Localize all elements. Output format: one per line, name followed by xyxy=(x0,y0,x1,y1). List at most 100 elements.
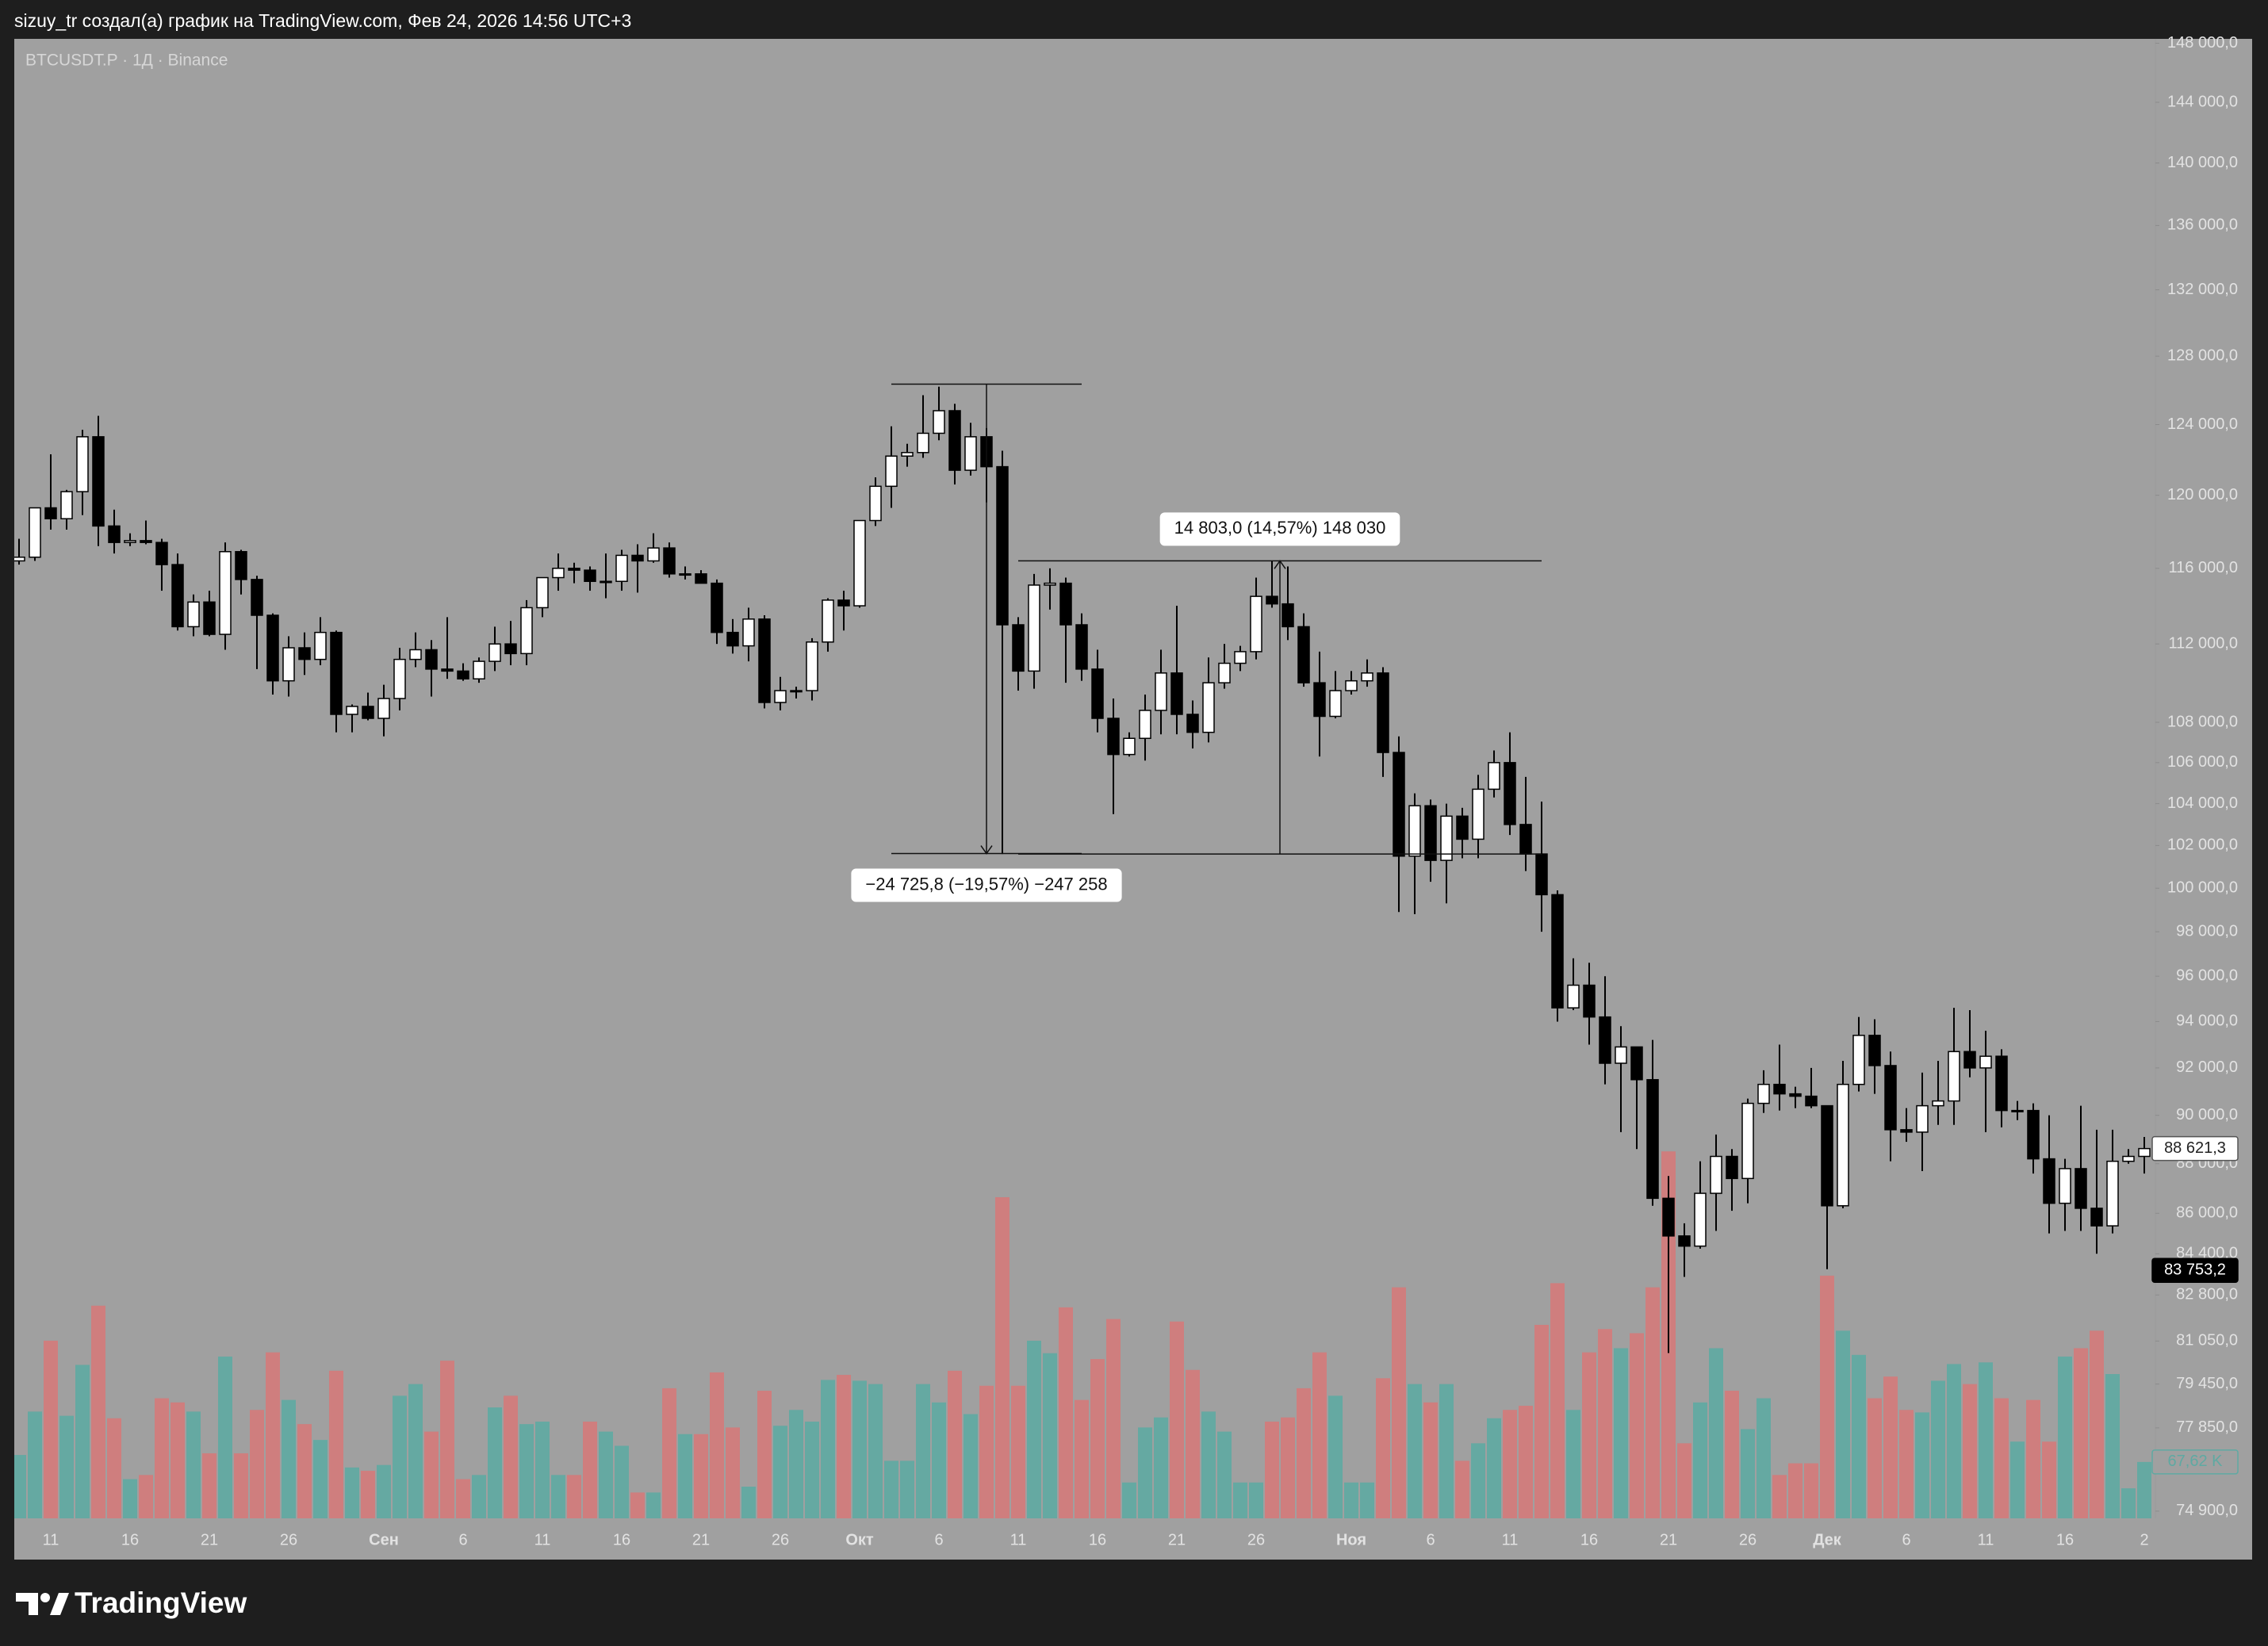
volume-bar xyxy=(1075,1399,1089,1518)
volume-bar xyxy=(1757,1398,1771,1518)
volume-bar xyxy=(1090,1359,1105,1518)
volume-bar xyxy=(1534,1324,1549,1518)
candle-body xyxy=(1091,668,1104,719)
volume-bar xyxy=(1439,1384,1454,1518)
y-tick-label: 128 000,0 xyxy=(2167,346,2238,364)
volume-bar xyxy=(1281,1417,1295,1518)
volume-bar xyxy=(123,1479,137,1518)
x-tick-label: 2 xyxy=(2140,1531,2148,1548)
candle-body xyxy=(298,647,311,660)
x-tick-label: 11 xyxy=(1502,1531,1519,1548)
brand-name: TradingView xyxy=(75,1587,247,1619)
candle-body xyxy=(1900,1129,1913,1133)
candle-body xyxy=(1646,1078,1659,1200)
volume-bar xyxy=(1804,1463,1818,1518)
measure-label: −24 725,8 (−19,57%) −247 258 xyxy=(851,868,1122,902)
volume-bar xyxy=(773,1426,787,1518)
volume-bar xyxy=(710,1372,724,1518)
candle-body xyxy=(1012,624,1025,672)
candle-body xyxy=(552,568,565,579)
candle-body xyxy=(108,525,121,543)
volume-bar xyxy=(1931,1380,1945,1518)
y-tick-label: 79 450,0 xyxy=(2176,1375,2238,1392)
candle-body xyxy=(1757,1083,1770,1104)
volume-bar xyxy=(1328,1395,1343,1518)
volume-bar xyxy=(884,1460,898,1518)
volume-bar xyxy=(393,1395,407,1518)
volume-bar xyxy=(741,1487,756,1518)
x-tick-label: 16 xyxy=(1580,1531,1598,1548)
volume-bar xyxy=(979,1385,994,1518)
x-tick-label: 6 xyxy=(934,1531,943,1548)
candle-body xyxy=(457,670,469,679)
volume-bar xyxy=(218,1356,232,1518)
y-tick-label: 100 000,0 xyxy=(2167,879,2238,897)
volume-bar xyxy=(139,1475,153,1518)
volume-bar xyxy=(1630,1333,1644,1518)
volume-bar xyxy=(91,1305,105,1518)
plot-area xyxy=(14,383,2151,1518)
volume-bar xyxy=(1772,1475,1787,1518)
volume-bar xyxy=(2121,1488,2136,1518)
x-tick-label: 16 xyxy=(2056,1531,2074,1548)
candle-body xyxy=(679,573,692,576)
volume-bar xyxy=(329,1370,343,1518)
candle-body xyxy=(2059,1168,2071,1204)
volume-bar xyxy=(615,1445,629,1518)
volume-bar xyxy=(377,1464,391,1518)
candle-body xyxy=(1868,1035,1881,1066)
y-tick-label: 132 000,0 xyxy=(2167,281,2238,298)
y-tick-label: 90 000,0 xyxy=(2176,1106,2238,1123)
candle-body xyxy=(1583,984,1596,1018)
y-tick-label: 148 000,0 xyxy=(2167,34,2238,52)
candle-body xyxy=(853,519,866,607)
measure-label-box xyxy=(1159,512,1400,546)
candle-body xyxy=(1519,824,1532,855)
candle-body xyxy=(837,599,850,607)
measure-label: 14 803,0 (14,57%) 148 030 xyxy=(1159,512,1400,546)
volume-bar xyxy=(234,1453,248,1518)
volume-bar xyxy=(266,1352,280,1518)
candle-body xyxy=(235,551,247,580)
volume-bar xyxy=(1693,1402,1707,1518)
y-tick-label: 74 900,0 xyxy=(2176,1502,2238,1519)
volume-bar xyxy=(1392,1287,1406,1518)
volume-bar xyxy=(297,1424,312,1518)
volume-bar xyxy=(1582,1352,1596,1518)
x-tick-label: 6 xyxy=(1426,1531,1435,1548)
x-tick-label: 16 xyxy=(613,1531,630,1548)
price-tag-box xyxy=(2151,1135,2239,1162)
volume-bar xyxy=(1677,1443,1691,1518)
volume-bar xyxy=(1645,1287,1660,1518)
volume-bar xyxy=(900,1460,914,1518)
measure-label-box xyxy=(851,868,1122,902)
candle-body xyxy=(2075,1168,2087,1209)
candle-body xyxy=(1948,1051,1960,1102)
volume-bar xyxy=(1408,1384,1422,1518)
y-tick-label: 104 000,0 xyxy=(2167,794,2238,812)
candle-body xyxy=(1852,1035,1865,1085)
volume-bar xyxy=(1487,1418,1501,1518)
x-tick-label: 11 xyxy=(1010,1531,1027,1548)
candle-body xyxy=(695,573,707,584)
candle-body xyxy=(933,410,945,434)
y-tick-label: 144 000,0 xyxy=(2167,93,2238,110)
candle-body xyxy=(1107,718,1120,756)
volume-bar xyxy=(1122,1482,1136,1518)
candle-body xyxy=(1551,894,1564,1009)
chart-panel xyxy=(14,39,2252,1560)
volume-bar xyxy=(599,1431,613,1518)
volume-bar xyxy=(1519,1405,1533,1518)
volume-bar xyxy=(1455,1460,1469,1518)
logo-dot xyxy=(40,1593,50,1602)
volume-bar xyxy=(107,1418,121,1518)
volume-bar xyxy=(59,1415,74,1518)
volume-bar xyxy=(1566,1410,1580,1518)
volume-bar xyxy=(408,1384,423,1518)
volume-bar xyxy=(1820,1275,1834,1518)
volume-bar xyxy=(170,1402,185,1518)
candle-body xyxy=(869,485,882,522)
volume-bar xyxy=(964,1414,978,1518)
volume-bar xyxy=(1265,1421,1279,1518)
